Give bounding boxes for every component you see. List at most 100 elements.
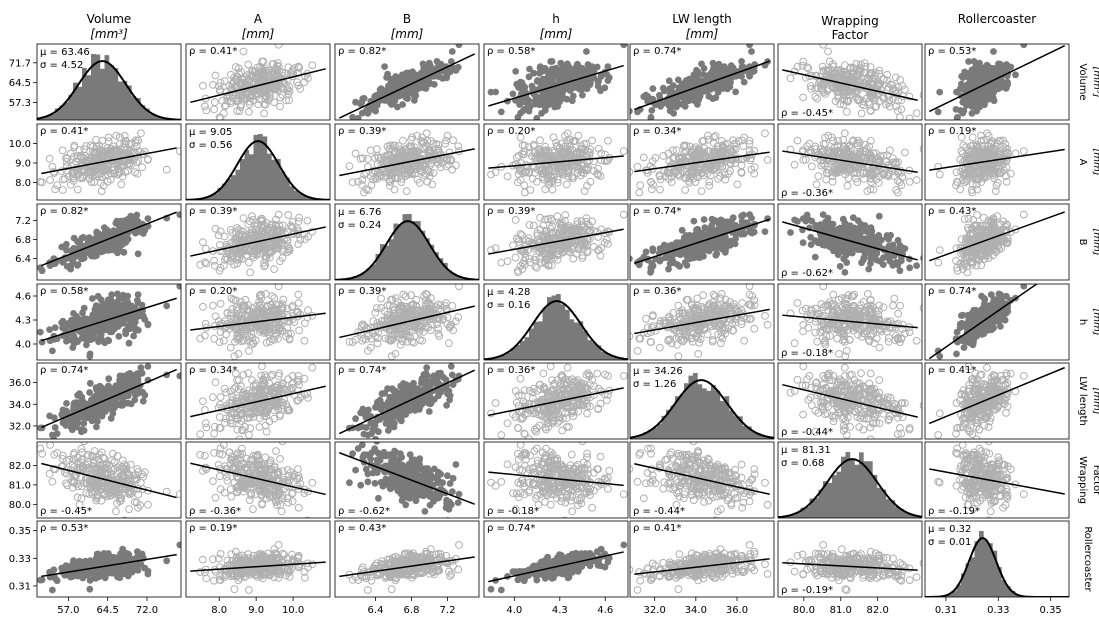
- scatter-point: [866, 91, 875, 100]
- scatter-point: [247, 126, 254, 133]
- scatter-point: [211, 71, 220, 80]
- scatter-point: [811, 84, 820, 93]
- scatter-point: [578, 226, 586, 234]
- scatter-point: [447, 156, 456, 164]
- scatter-point: [812, 180, 821, 189]
- histogram-bar: [82, 67, 87, 120]
- cell-r2-c1: ρ = 0.39*: [185, 203, 331, 281]
- cell-r1-c1: μ = 9.05σ = 0.56: [185, 123, 331, 201]
- scatter-point: [557, 59, 565, 67]
- scatter-point: [992, 181, 1001, 190]
- scatter-point: [397, 153, 406, 162]
- correlation-label: ρ = 0.74*: [633, 206, 681, 217]
- scatter-point: [67, 265, 75, 273]
- scatter-point: [770, 70, 777, 77]
- scatter-point: [894, 83, 902, 91]
- cell-r1-c3: ρ = 0.20*: [483, 123, 629, 201]
- scatter-point: [547, 224, 555, 233]
- scatter-point: [610, 262, 617, 269]
- scatter-point: [512, 68, 520, 75]
- scatter-point: [116, 224, 123, 232]
- scatter-point: [434, 64, 441, 71]
- scatter-point: [853, 169, 861, 178]
- scatter-point: [989, 169, 998, 178]
- scatter-point: [245, 108, 253, 116]
- scatter-point: [545, 243, 554, 252]
- scatter-point: [19, 189, 26, 196]
- scatter-point: [514, 266, 522, 275]
- scatter-point: [556, 70, 564, 77]
- scatter-point: [973, 174, 982, 183]
- scatter-point: [712, 251, 720, 259]
- cell-frame: [777, 123, 923, 201]
- scatter-point: [98, 136, 107, 145]
- scatter-point: [1001, 148, 1010, 156]
- scatter-point: [848, 90, 857, 99]
- scatter-point: [576, 85, 584, 93]
- histogram-bar: [122, 80, 128, 120]
- scatter-point: [570, 162, 579, 171]
- scatter-point: [804, 148, 813, 157]
- scatter-point: [99, 167, 107, 176]
- scatter-point: [841, 170, 850, 179]
- scatter-point: [535, 238, 544, 247]
- histogram-bar: [407, 214, 412, 280]
- scatter-point: [568, 228, 577, 237]
- scatter-point: [734, 137, 743, 145]
- histogram-bar: [118, 81, 123, 120]
- histogram-bar: [289, 186, 295, 200]
- histogram-bar: [420, 230, 426, 280]
- scatter-point: [518, 265, 527, 274]
- scatter-point: [905, 92, 914, 101]
- histogram-bar: [100, 68, 105, 120]
- scatter-point: [503, 172, 512, 181]
- scatter-point: [989, 82, 997, 90]
- scatter-point: [861, 62, 870, 71]
- scatter-point: [852, 60, 861, 68]
- scatter-point: [231, 82, 240, 91]
- correlation-label: ρ = 0.20*: [487, 126, 535, 137]
- cell-frame: [36, 43, 182, 121]
- scatter-point: [210, 105, 219, 114]
- scatter-point: [234, 226, 243, 234]
- scatter-point: [287, 221, 295, 230]
- scatter-point: [901, 148, 909, 157]
- scatter-point: [295, 213, 304, 222]
- histogram-bar: [452, 273, 457, 280]
- scatter-point: [706, 227, 713, 235]
- histogram-bar: [235, 169, 241, 200]
- scatter-point: [965, 69, 973, 77]
- scatter-point: [604, 77, 612, 84]
- scatter-point: [221, 102, 229, 111]
- scatter-point: [584, 163, 592, 172]
- cell-content: [190, 210, 326, 277]
- scatter-point: [610, 110, 617, 117]
- scatter-point: [556, 98, 563, 106]
- scatter-point: [201, 244, 210, 253]
- scatter-point: [352, 98, 359, 106]
- cell-frame: [629, 123, 775, 201]
- scatter-point: [257, 65, 266, 73]
- scatter-point: [243, 245, 252, 254]
- scatter-point: [377, 87, 385, 95]
- scatter-point: [738, 212, 745, 220]
- scatter-point: [633, 162, 642, 171]
- scatter-point: [443, 156, 452, 165]
- scatter-point: [581, 78, 589, 86]
- scatter-point: [874, 82, 883, 91]
- scatter-point: [980, 77, 987, 84]
- scatter-point: [366, 146, 375, 155]
- scatter-point: [746, 211, 753, 219]
- scatter-point: [733, 180, 742, 189]
- scatter-point: [358, 154, 367, 163]
- scatter-point: [37, 177, 45, 186]
- scatter-point: [710, 133, 718, 142]
- scatter-point: [790, 160, 799, 169]
- histogram-bar: [253, 134, 259, 200]
- scatter-point: [569, 254, 578, 263]
- scatter-point: [296, 236, 305, 244]
- scatter-point: [987, 92, 995, 99]
- correlation-label: ρ = 0.82*: [40, 206, 88, 217]
- scatter-point: [738, 218, 746, 225]
- scatter-point: [828, 172, 837, 181]
